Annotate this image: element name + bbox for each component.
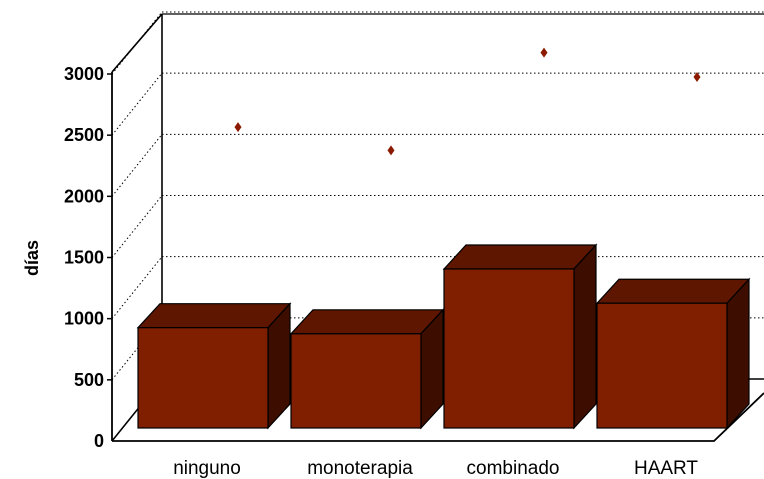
y-axis-label: días <box>22 240 42 276</box>
bar <box>136 302 292 430</box>
y-tick-label: 3000 <box>64 64 104 84</box>
y-tick-labels: 0 500 1000 1500 2000 2500 3000 <box>64 64 104 451</box>
bar-top-face <box>136 303 292 329</box>
y-tick-label: 2500 <box>64 125 104 145</box>
x-tick-labels: ninguno monoterapia combinado HAART <box>173 458 698 479</box>
data-point-marker <box>234 122 242 133</box>
markers <box>234 47 701 156</box>
gridline-diagonal <box>111 134 163 197</box>
wall-top-diagonal <box>111 13 163 73</box>
bar <box>289 308 445 430</box>
bar-top-face <box>289 309 445 335</box>
bar-top-face <box>442 244 598 270</box>
bar-front-face <box>596 302 728 429</box>
y-tick-label: 1000 <box>64 309 104 329</box>
y-tick-label: 0 <box>94 431 104 451</box>
gridline-diagonal <box>111 195 163 258</box>
bar <box>442 243 598 430</box>
y-tick-label: 500 <box>74 370 104 390</box>
bar-front-face <box>137 327 269 429</box>
floor-front <box>112 392 764 442</box>
bar-side-face <box>726 277 750 430</box>
bar-front-face <box>443 268 575 429</box>
data-point-marker <box>540 47 548 58</box>
gridline-diagonal <box>111 317 163 381</box>
bar-top-face <box>595 278 751 304</box>
x-tick-label: monoterapia <box>307 458 413 479</box>
gridline-diagonal <box>111 72 163 136</box>
bar <box>595 277 751 430</box>
x-tick-label: ninguno <box>173 458 241 479</box>
data-point-marker <box>387 145 395 156</box>
bar-front-face <box>290 333 422 429</box>
y-tick-label: 1500 <box>64 248 104 268</box>
x-tick-label: HAART <box>634 458 698 479</box>
gridline-diagonal <box>111 256 163 319</box>
bar-side-face <box>573 243 597 430</box>
gridline-diagonal <box>111 11 163 75</box>
y-tick-label: 2000 <box>64 186 104 206</box>
data-point-marker <box>693 72 701 83</box>
bars <box>136 243 751 430</box>
x-tick-label: combinado <box>467 458 560 479</box>
